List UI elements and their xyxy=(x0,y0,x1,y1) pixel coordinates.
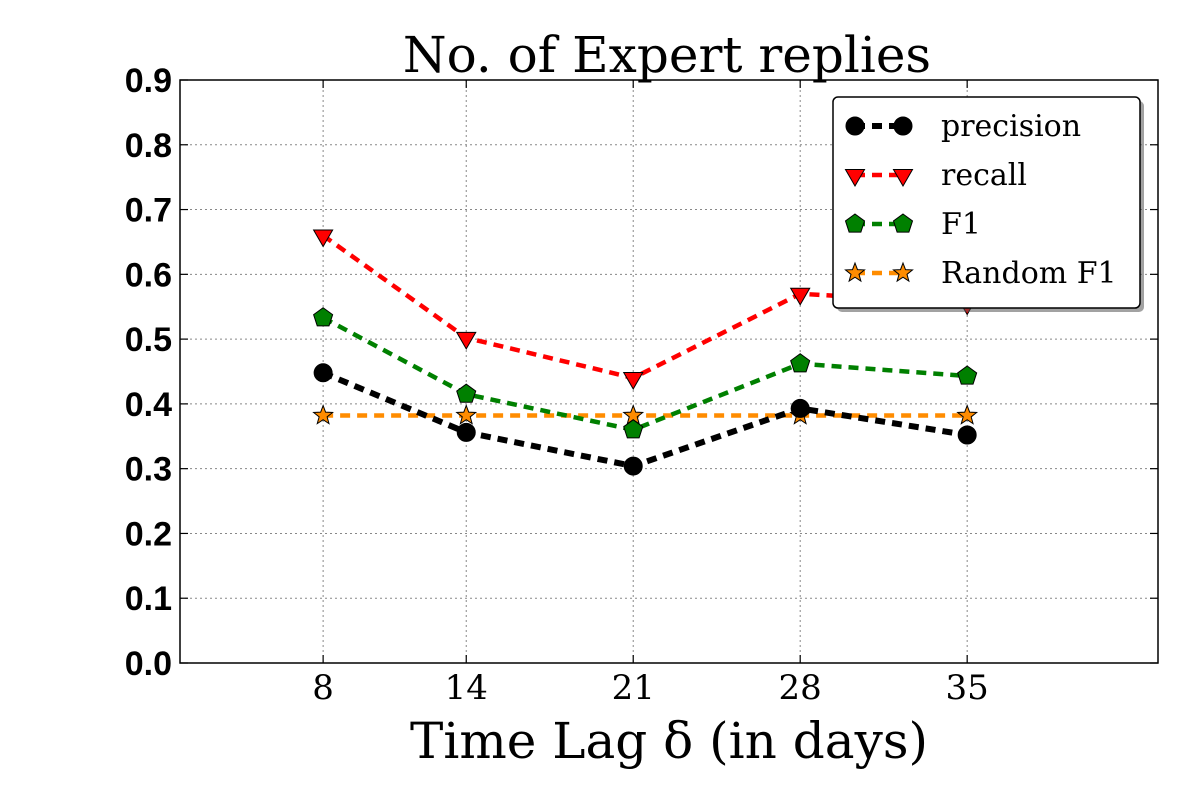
legend-label-recall: recall xyxy=(941,158,1027,193)
legend-box xyxy=(832,96,1141,309)
data-point-precision xyxy=(456,422,476,442)
x-axis-label: Time Lag δ (in days) xyxy=(410,712,928,770)
series-recall xyxy=(312,229,978,390)
data-point-f1 xyxy=(623,419,644,439)
data-point-precision xyxy=(790,398,810,418)
y-tick-label: 0.5 xyxy=(125,321,172,359)
data-point-random-f1 xyxy=(956,404,979,425)
legend-marker-random-f1 xyxy=(892,261,914,283)
data-point-f1 xyxy=(957,365,978,385)
legend: precision recall F1 Random F1 xyxy=(832,96,1144,312)
y-tick-label: 0.7 xyxy=(125,192,172,230)
legend-marker-recall xyxy=(844,169,866,187)
data-point-recall xyxy=(789,287,811,306)
y-tick-label: 0.6 xyxy=(125,256,172,294)
data-point-random-f1 xyxy=(312,404,334,425)
legend-label-precision: precision xyxy=(941,109,1081,144)
data-point-recall xyxy=(455,331,477,350)
series-f1 xyxy=(313,307,978,439)
series-line-precision xyxy=(321,370,968,470)
y-tick-label: 0.1 xyxy=(125,580,172,618)
data-point-precision xyxy=(313,363,333,383)
x-axis-ticks: 8 14 21 28 35 xyxy=(312,80,989,708)
x-tick-label: 21 xyxy=(612,668,655,708)
legend-item-recall: recall xyxy=(844,158,1027,193)
legend-label-f1: F1 xyxy=(941,207,981,242)
y-tick-label: 0.4 xyxy=(125,386,172,424)
y-tick-label: 0.0 xyxy=(125,645,172,683)
x-tick-label: 28 xyxy=(779,668,822,708)
legend-item-f1: F1 xyxy=(844,207,981,242)
data-point-recall xyxy=(312,229,334,248)
legend-marker-random-f1 xyxy=(844,261,866,283)
legend-item-precision: precision xyxy=(845,109,1081,144)
data-point-precision xyxy=(623,456,643,476)
data-point-precision xyxy=(957,425,977,445)
legend-marker-f1 xyxy=(892,213,914,233)
legend-label-random-f1: Random F1 xyxy=(941,256,1117,291)
x-tick-label: 35 xyxy=(946,668,989,708)
y-tick-label: 0.3 xyxy=(125,451,172,489)
plot-frame xyxy=(179,79,1159,664)
y-axis-ticks: 0.0 0.1 0.2 0.3 0.4 0.5 0.6 0.7 0.8 0.9 xyxy=(125,62,1158,683)
legend-marker-f1 xyxy=(844,213,866,233)
series-precision xyxy=(313,363,977,476)
data-point-f1 xyxy=(456,383,477,403)
data-point-f1 xyxy=(313,307,334,327)
data-point-recall xyxy=(622,371,644,390)
legend-marker-recall xyxy=(892,169,914,187)
series-layer xyxy=(312,229,979,476)
data-point-random-f1 xyxy=(455,404,478,425)
x-tick-label: 8 xyxy=(312,668,334,708)
y-tick-label: 0.2 xyxy=(125,515,172,553)
legend-item-random-f1: Random F1 xyxy=(844,256,1117,291)
legend-marker-precision xyxy=(893,116,913,136)
x-tick-label: 14 xyxy=(445,668,488,708)
data-point-f1 xyxy=(790,353,811,373)
y-tick-label: 0.8 xyxy=(125,127,172,165)
y-tick-label: 0.9 xyxy=(125,62,172,100)
chart-title: No. of Expert replies xyxy=(403,26,931,84)
legend-marker-precision xyxy=(845,116,865,136)
